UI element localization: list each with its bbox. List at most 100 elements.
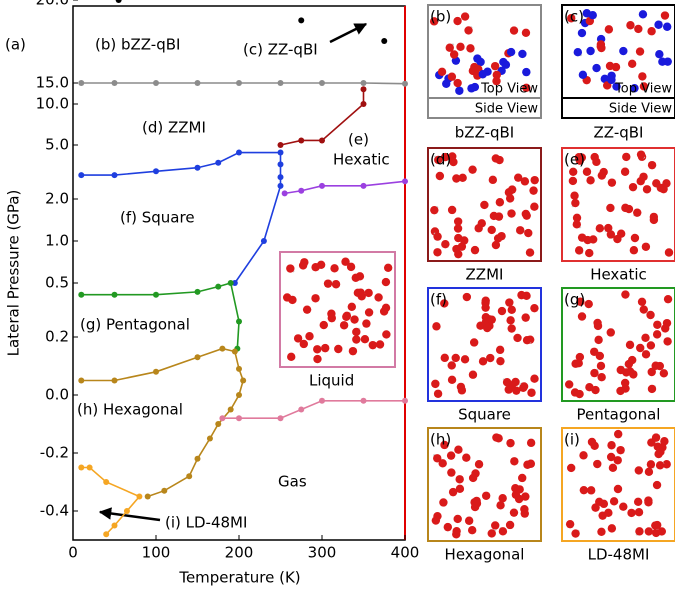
- panel-caption: ZZ-qBI: [594, 124, 644, 142]
- atom: [653, 330, 661, 338]
- atom: [524, 229, 532, 237]
- atom: [436, 172, 444, 180]
- atom: [479, 357, 487, 365]
- atom: [622, 153, 630, 161]
- atom: [658, 58, 666, 66]
- annotation: (b) bZZ-qBI: [95, 36, 180, 54]
- atom: [374, 293, 382, 301]
- annotation: Gas: [278, 473, 307, 491]
- atom: [523, 461, 531, 469]
- atom: [570, 191, 578, 199]
- atom: [619, 47, 627, 55]
- atom: [464, 26, 472, 34]
- atom: [648, 385, 656, 393]
- atom: [664, 295, 672, 303]
- panel-label: (g): [564, 291, 585, 309]
- atom: [627, 509, 635, 517]
- data-point: [228, 407, 234, 413]
- y-tick-label: 20.0: [36, 0, 69, 9]
- data-point: [124, 508, 130, 514]
- atom: [579, 451, 587, 459]
- atom: [497, 232, 505, 240]
- atom: [342, 313, 350, 321]
- atom: [321, 344, 329, 352]
- arrow: [100, 512, 160, 520]
- atom: [594, 336, 602, 344]
- series-line: [81, 83, 405, 84]
- atom: [610, 497, 618, 505]
- annotation: (i) LD-48MI: [165, 514, 247, 532]
- atom: [522, 68, 530, 76]
- atom: [578, 312, 586, 320]
- atom: [473, 54, 481, 62]
- atom: [300, 258, 308, 266]
- atom: [362, 319, 370, 327]
- atom: [507, 209, 515, 217]
- atom: [523, 211, 531, 219]
- data-point: [261, 238, 267, 244]
- atom: [599, 168, 607, 176]
- atom: [609, 464, 617, 472]
- atom: [496, 357, 504, 365]
- panel-label: (h): [430, 431, 451, 449]
- atom: [573, 220, 581, 228]
- data-point: [298, 188, 304, 194]
- atom: [593, 460, 601, 468]
- atom: [483, 324, 491, 332]
- atom: [652, 529, 660, 537]
- atom: [607, 230, 615, 238]
- atom: [320, 321, 328, 329]
- atom: [311, 263, 319, 271]
- atom: [507, 324, 515, 332]
- data-point: [153, 292, 159, 298]
- atom: [597, 42, 605, 50]
- data-point: [112, 172, 118, 178]
- panel-caption: Hexatic: [590, 266, 647, 284]
- atom: [607, 328, 615, 336]
- atom: [432, 322, 440, 330]
- view-label: Side View: [609, 102, 672, 117]
- data-point: [278, 142, 284, 148]
- atom: [438, 459, 446, 467]
- atom: [283, 293, 291, 301]
- data-point: [78, 292, 84, 298]
- data-point: [136, 494, 142, 500]
- view-label: Side View: [475, 102, 538, 117]
- atom: [492, 154, 500, 162]
- atom: [468, 526, 476, 534]
- atom: [467, 84, 475, 92]
- atom: [647, 27, 655, 35]
- y-tick-label: 0.5: [45, 274, 69, 292]
- atom: [506, 194, 514, 202]
- atom: [441, 240, 449, 248]
- atom: [653, 481, 661, 489]
- atom: [519, 384, 527, 392]
- atom: [376, 340, 384, 348]
- atom: [592, 158, 600, 166]
- atom: [634, 25, 642, 33]
- atom: [347, 263, 355, 271]
- panel-label: (e): [564, 151, 585, 169]
- atom: [474, 224, 482, 232]
- data-point: [278, 161, 284, 167]
- atom: [340, 321, 348, 329]
- atom: [454, 217, 462, 225]
- atom: [469, 371, 477, 379]
- data-point: [153, 168, 159, 174]
- y-tick-label: 1.0: [45, 232, 69, 250]
- data-point: [361, 183, 367, 189]
- atom: [496, 198, 504, 206]
- data-point: [78, 378, 84, 384]
- data-point: [319, 183, 325, 189]
- atom: [516, 226, 524, 234]
- atom: [663, 319, 671, 327]
- annotation: (e): [348, 131, 369, 149]
- atom: [660, 369, 668, 377]
- panel-caption: ZZMI: [466, 266, 504, 284]
- atom: [645, 527, 653, 535]
- atom: [502, 61, 510, 69]
- atom: [300, 340, 308, 348]
- atom: [642, 243, 650, 251]
- atom: [506, 439, 514, 447]
